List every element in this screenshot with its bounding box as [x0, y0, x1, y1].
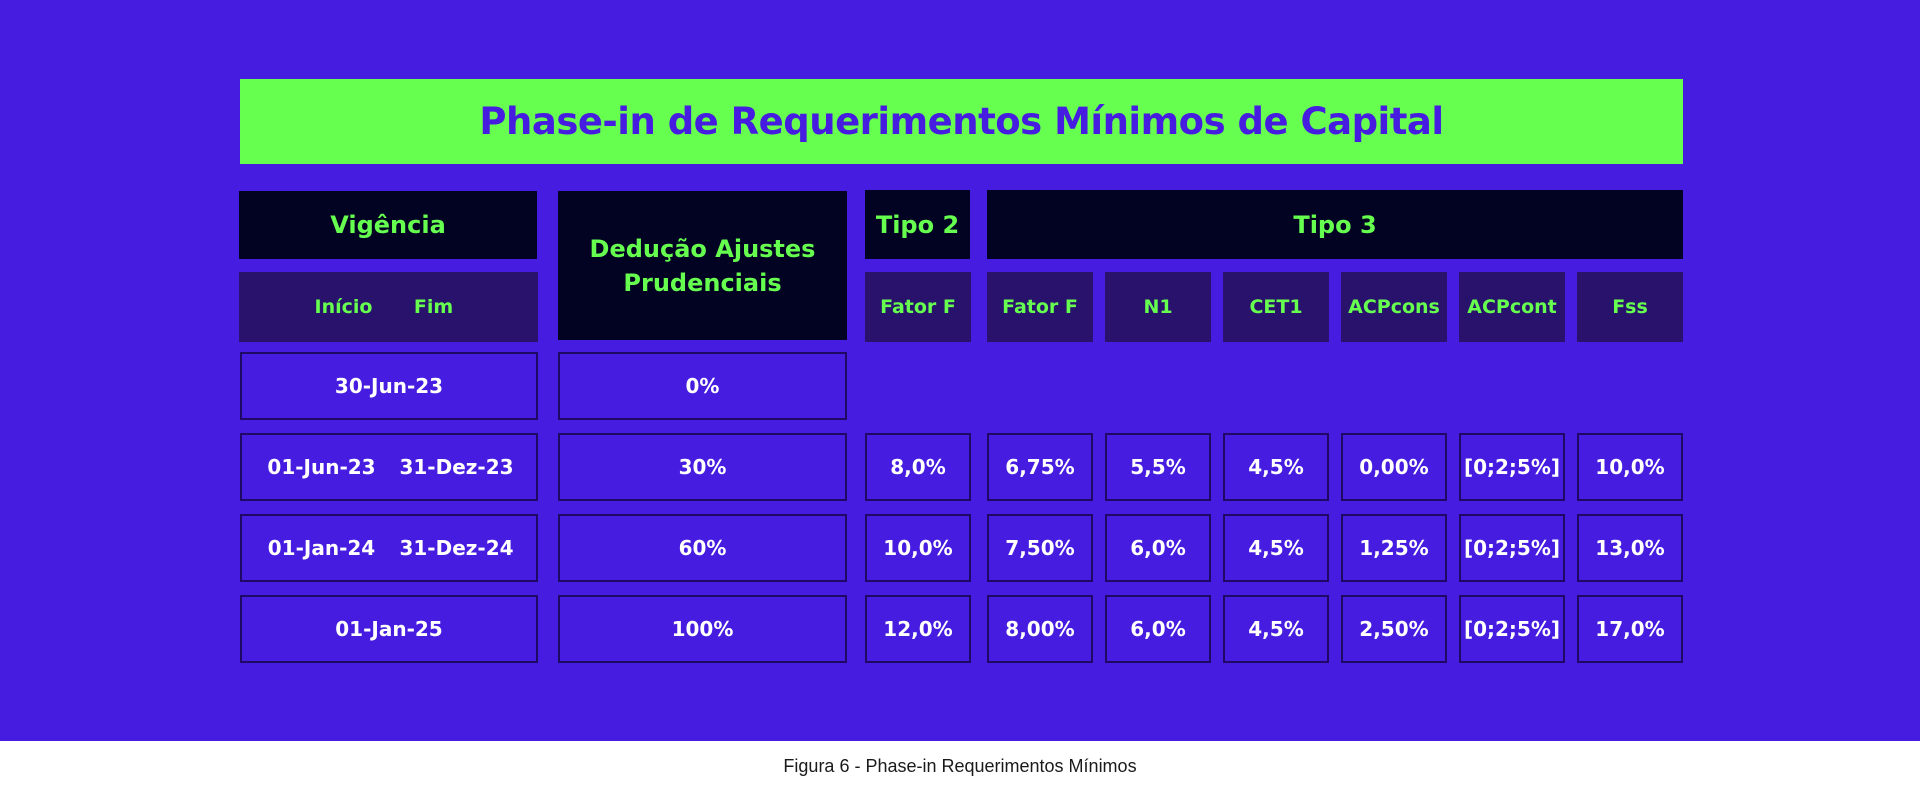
tipo2-cell: 12,0% — [865, 595, 971, 663]
header-tipo2-col: Fator F — [865, 272, 971, 342]
tipo3-cell: 8,00% — [987, 595, 1093, 663]
header-deducao: Dedução Ajustes Prudenciais — [558, 191, 847, 340]
tipo3-cell: 0,00% — [1341, 433, 1447, 501]
tipo3-cell: 6,0% — [1105, 514, 1211, 582]
fim-value: 31-Dez-23 — [399, 455, 514, 479]
inicio-value: 01-Jan-24 — [267, 536, 376, 560]
header-tipo3-col: Fator F — [987, 272, 1093, 342]
header-inicio: Início — [314, 296, 373, 318]
header-tipo3-col: CET1 — [1223, 272, 1329, 342]
header-vigencia: Vigência — [239, 191, 537, 259]
vigencia-date-pair: 01-Jan-24 31-Dez-24 — [242, 536, 536, 560]
vigencia-cell: 01-Jun-23 31-Dez-23 — [240, 433, 538, 501]
tipo3-cell: 1,25% — [1341, 514, 1447, 582]
tipo3-cell: 4,5% — [1223, 433, 1329, 501]
tipo3-cell: 5,5% — [1105, 433, 1211, 501]
figure-caption: Figura 6 - Phase-in Requerimentos Mínimo… — [783, 756, 1137, 776]
tipo3-cell: 13,0% — [1577, 514, 1683, 582]
tipo3-cell: 7,50% — [987, 514, 1093, 582]
deducao-cell: 0% — [558, 352, 847, 420]
tipo3-cell: 4,5% — [1223, 595, 1329, 663]
tipo3-cell: 6,75% — [987, 433, 1093, 501]
header-tipo3-col: ACPcont — [1459, 272, 1565, 342]
header-tipo3-col: N1 — [1105, 272, 1211, 342]
header-tipo3-col: ACPcons — [1341, 272, 1447, 342]
fim-value: 31-Dez-24 — [399, 536, 514, 560]
deducao-cell: 60% — [558, 514, 847, 582]
vigencia-cell: 01-Jan-25 — [240, 595, 538, 663]
header-fim: Fim — [413, 296, 454, 318]
tipo2-cell: 8,0% — [865, 433, 971, 501]
tipo3-cell: 10,0% — [1577, 433, 1683, 501]
tipo3-cell: 17,0% — [1577, 595, 1683, 663]
vigencia-cell: 01-Jan-24 31-Dez-24 — [240, 514, 538, 582]
tipo3-cell: [0;2;5%] — [1459, 433, 1565, 501]
tipo3-cell: 2,50% — [1341, 595, 1447, 663]
header-tipo3: Tipo 3 — [987, 190, 1683, 259]
header-tipo3-col: Fss — [1577, 272, 1683, 342]
tipo3-cell: 6,0% — [1105, 595, 1211, 663]
inicio-value: 01-Jun-23 — [267, 455, 376, 479]
vigencia-cell: 30-Jun-23 — [240, 352, 538, 420]
tipo3-cell: [0;2;5%] — [1459, 514, 1565, 582]
vigencia-subheader-pair: Início Fim — [239, 296, 538, 318]
header-inicio-fim: Início Fim — [239, 272, 538, 342]
table-title: Phase-in de Requerimentos Mínimos de Cap… — [240, 79, 1683, 164]
tipo3-cell: 4,5% — [1223, 514, 1329, 582]
figure-panel: Phase-in de Requerimentos Mínimos de Cap… — [0, 0, 1920, 741]
vigencia-date-pair: 01-Jun-23 31-Dez-23 — [242, 455, 536, 479]
tipo3-cell: [0;2;5%] — [1459, 595, 1565, 663]
header-tipo2: Tipo 2 — [865, 190, 970, 259]
deducao-cell: 30% — [558, 433, 847, 501]
tipo2-cell: 10,0% — [865, 514, 971, 582]
deducao-cell: 100% — [558, 595, 847, 663]
